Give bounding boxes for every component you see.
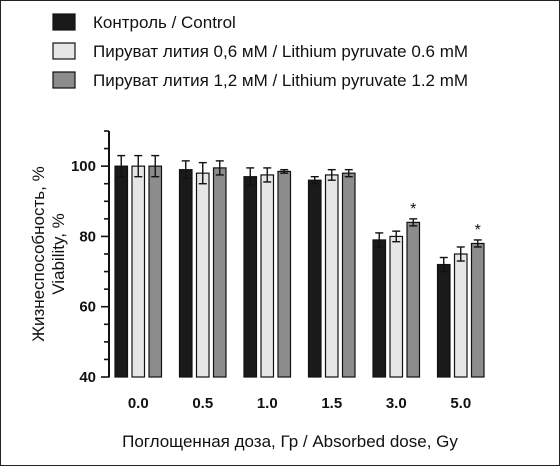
x-tick-label: 1.5 <box>321 395 342 412</box>
y-tick-label: 80 <box>79 228 96 245</box>
significance-marker: * <box>475 222 481 239</box>
x-tick-label: 5.0 <box>450 395 471 412</box>
bar-3.0-s1 <box>372 239 387 378</box>
bar-1.0-s3 <box>277 170 292 378</box>
x-tick-label: 0.0 <box>128 395 149 412</box>
axes: 40 60 80 100 <box>71 130 110 386</box>
bar-3.0-s3 <box>406 221 421 378</box>
bar-0.0-s3 <box>148 165 163 378</box>
bar-1.0-s2 <box>260 174 275 378</box>
legend-label-1: Контроль / Control <box>93 13 236 32</box>
bar-1.5-s3 <box>341 172 356 378</box>
y-tick-label: 40 <box>79 369 96 386</box>
y-tick-label: 100 <box>71 158 96 175</box>
bar-1.0-s1 <box>243 176 258 378</box>
plot-area: 0.0 0.5 1.0 1.5 3.0 5.0 * * <box>114 154 485 412</box>
bar-1.5-s2 <box>324 174 339 378</box>
x-tick-label: 1.0 <box>257 395 278 412</box>
legend: Контроль / Control Пируват лития 0,6 мМ /… <box>52 13 468 90</box>
legend-swatch-1 <box>52 13 76 31</box>
bar-5.0-s2 <box>453 253 468 378</box>
x-axis-label: Поглощенная доза, Гр / Absorbed dose, Gy <box>122 432 458 451</box>
y-axis-label-line1: Жизнеспособность, % <box>29 166 48 341</box>
legend-label-3: Пируват лития 1,2 мМ / Lithium pyruvate … <box>93 71 468 90</box>
y-axis-label: Жизнеспособность, % Viability, % <box>29 166 68 341</box>
x-tick-label: 3.0 <box>386 395 407 412</box>
y-tick-label: 60 <box>79 299 96 316</box>
bar-5.0-s1 <box>436 263 451 378</box>
legend-swatch-2 <box>52 42 76 60</box>
y-axis-label-line2: Viability, % <box>49 213 68 295</box>
bar-5.0-s3 <box>470 242 485 378</box>
bar-0.5-s1 <box>178 169 193 378</box>
bar-1.5-s1 <box>307 179 322 378</box>
x-tick-label: 0.5 <box>192 395 213 412</box>
bar-0.0-s2 <box>131 165 146 378</box>
bar-3.0-s2 <box>389 235 404 378</box>
bar-0.5-s2 <box>195 172 210 378</box>
legend-label-2: Пируват лития 0,6 мМ / Lithium pyruvate … <box>93 42 468 61</box>
legend-swatch-3 <box>52 71 76 89</box>
significance-marker: * <box>410 201 416 218</box>
bar-0.0-s1 <box>114 165 129 378</box>
bar-0.5-s3 <box>212 167 227 378</box>
